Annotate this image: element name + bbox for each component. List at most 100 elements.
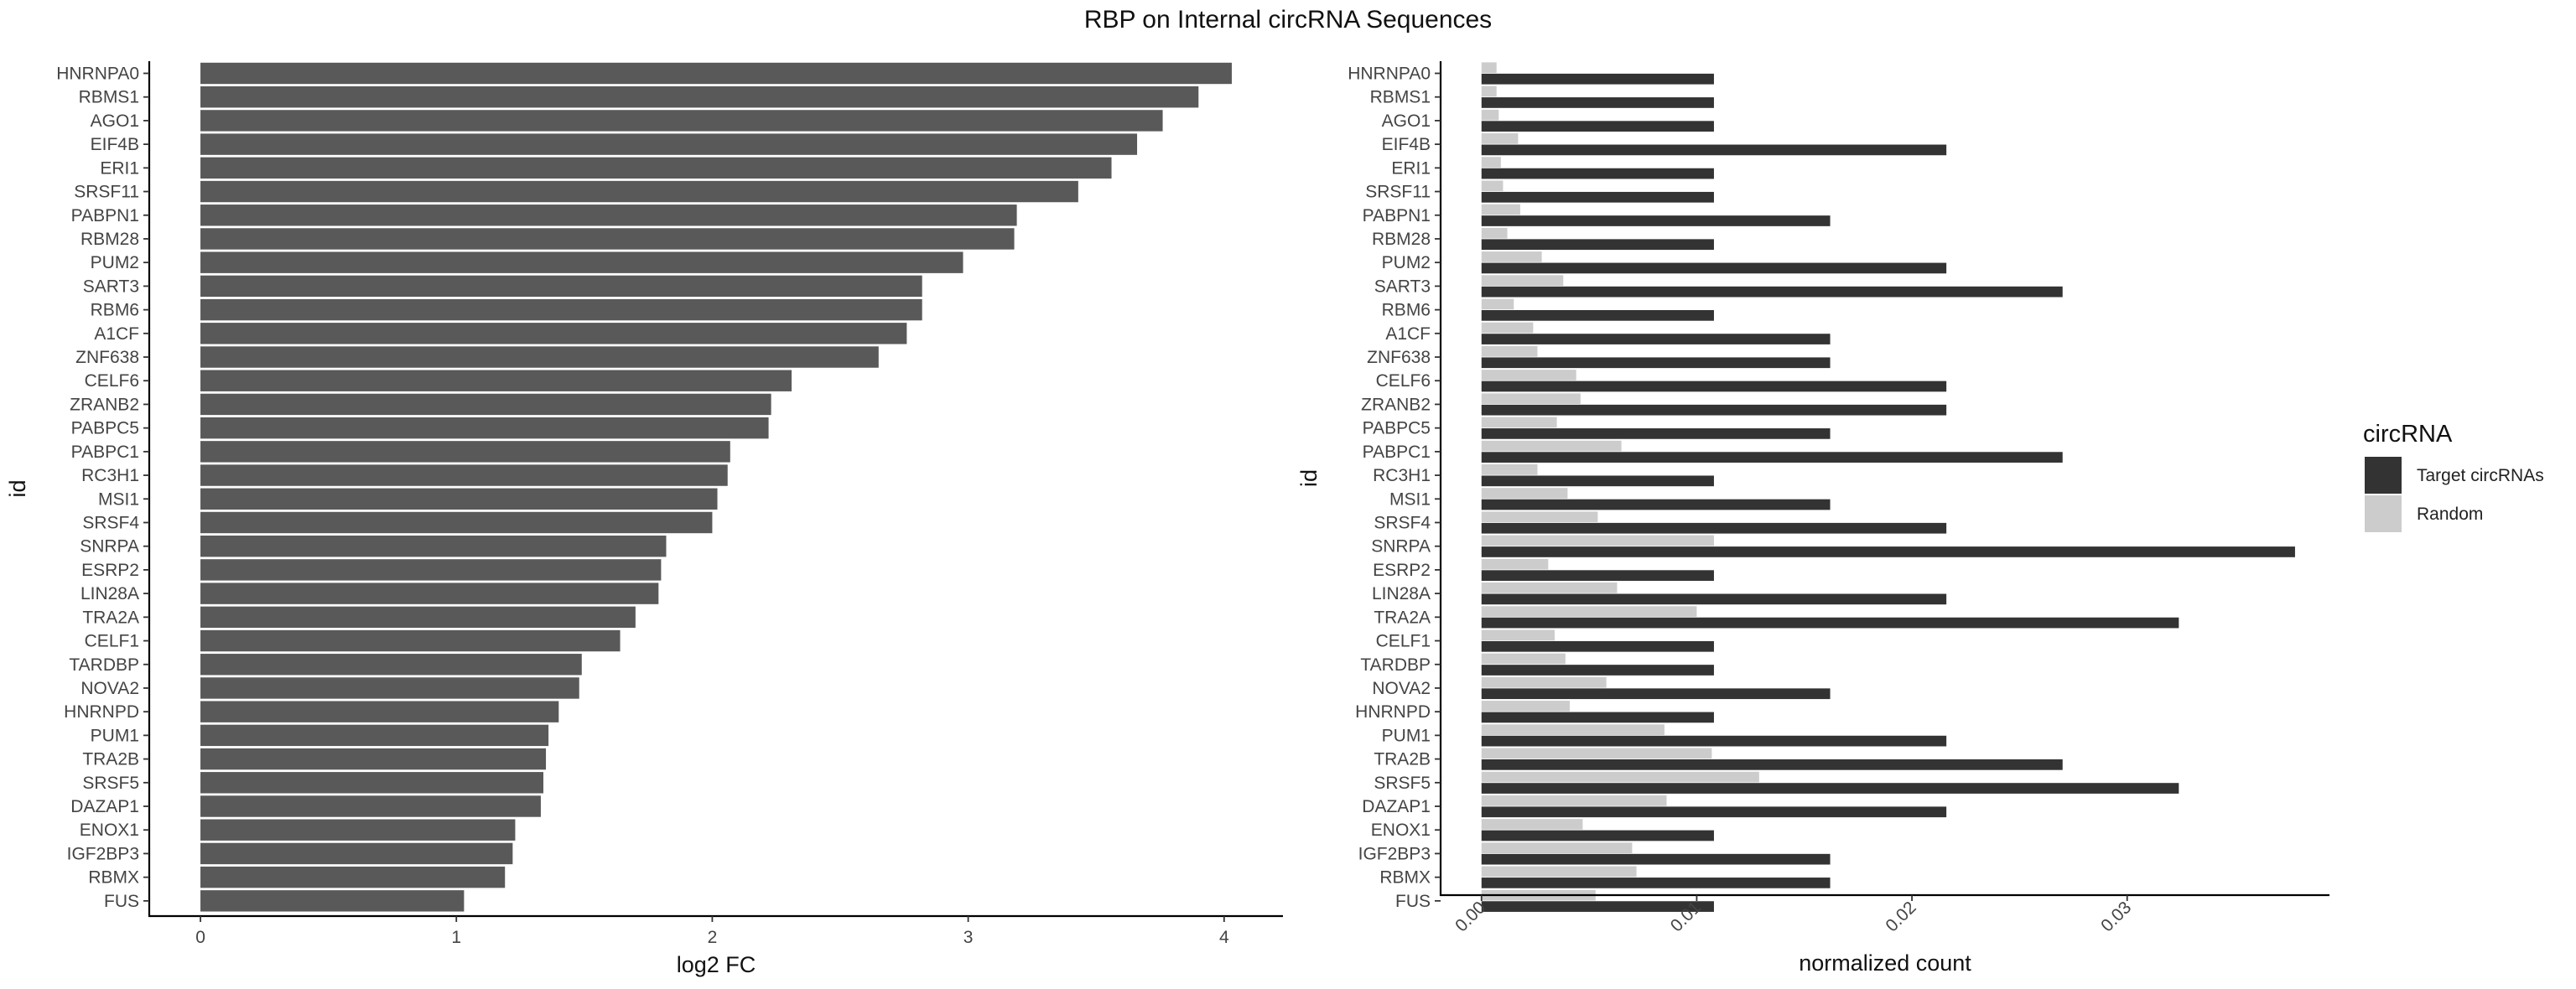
- panel1-y-tick-label-tra2a: TRA2A: [82, 608, 139, 627]
- panel1-bar-tra2b: [200, 748, 547, 770]
- panel1-y-tick-label-srsf4: SRSF4: [82, 513, 139, 532]
- panel2-y-tick-label-sart3: SART3: [1374, 277, 1431, 296]
- panel2-y-tick-label-ago1: AGO1: [1382, 111, 1431, 131]
- panel2-bar-target-pum1: [1481, 735, 1947, 747]
- panel1-bar-rbm6: [200, 298, 922, 321]
- panel1-bar-tardbp: [200, 654, 582, 676]
- panel2-y-tick-label-nova2: NOVA2: [1372, 679, 1431, 698]
- panel1-bar-znf638: [200, 346, 879, 368]
- panel1-bar-eif4b: [200, 133, 1138, 155]
- panel2-y-tick-label-tra2a: TRA2A: [1374, 608, 1431, 627]
- panel2-bar-target-rbm6: [1481, 310, 1714, 321]
- panel1-bar-lin28a: [200, 583, 659, 604]
- panel2-bar-random-igf2bp3: [1481, 842, 1633, 854]
- panel2-bar-target-tardbp: [1481, 665, 1714, 676]
- panel1-bar-msi1: [200, 488, 718, 510]
- panel2-bar-target-esrp2: [1481, 570, 1714, 582]
- panel1-bar-tra2a: [200, 606, 636, 629]
- panel1-y-tick-label-tra2b: TRA2B: [82, 750, 139, 769]
- panel1-y-tick-label-nova2: NOVA2: [80, 679, 139, 698]
- panel2-bar-random-ago1: [1481, 109, 1499, 121]
- panel1-bar-esrp2: [200, 559, 662, 581]
- panel2-bar-target-eif4b: [1481, 144, 1947, 156]
- panel1-bar-fus: [200, 890, 465, 912]
- panel1-y-tick-label-hnrnpa0: HNRNPA0: [56, 65, 139, 84]
- panel2-y-tick-label-rc3h1: RC3H1: [1373, 466, 1431, 485]
- panel2-bar-target-srsf4: [1481, 522, 1947, 534]
- panel1-y-tick-label-pum1: PUM1: [91, 726, 139, 745]
- panel1-y-tick-label-pabpc5: PABPC5: [71, 419, 139, 438]
- panel1-bar-rbm28: [200, 228, 1015, 250]
- panel1-y-tick-label-sart3: SART3: [83, 277, 139, 296]
- panel2-bar-random-esrp2: [1481, 558, 1549, 570]
- panel1-y-tick-label-a1cf: A1CF: [94, 324, 139, 344]
- panel2-y-tick-label-esrp2: ESRP2: [1373, 561, 1431, 580]
- legend-key-random: [2365, 495, 2402, 532]
- panel2-y-tick-label-hnrnpa0: HNRNPA0: [1348, 65, 1431, 84]
- panel2-y-tick-label-celf1: CELF1: [1376, 632, 1431, 651]
- panel1-bar-hnrnpd: [200, 701, 559, 722]
- panel1-y-tick-label-pabpn1: PABPN1: [71, 206, 139, 225]
- panel2-bar-random-msi1: [1481, 488, 1568, 499]
- panel1-bar-zranb2: [200, 393, 771, 416]
- panel2-bar-target-fus: [1481, 901, 1714, 912]
- panel1-y-tick-label-rbm28: RBM28: [80, 230, 139, 249]
- panel2-bar-random-dazap1: [1481, 795, 1667, 806]
- panel2-y-tick-label-rbmx: RBMX: [1379, 868, 1431, 888]
- panel1-y-tick-label-enox1: ENOX1: [80, 821, 139, 840]
- panel2-bar-random-znf638: [1481, 345, 1538, 357]
- panel2-y-tick-label-tra2b: TRA2B: [1374, 750, 1431, 769]
- panel1-y-axis-title: id: [5, 479, 30, 497]
- panel1-y-tick-label-celf1: CELF1: [85, 632, 139, 651]
- panel2-bar-target-a1cf: [1481, 334, 1831, 344]
- panel1-bar-celf1: [200, 629, 621, 652]
- panel2-bar-target-celf1: [1481, 640, 1714, 652]
- panel2-bar-target-rbmx: [1481, 878, 1831, 888]
- panel1-bar-srsf4: [200, 511, 713, 534]
- panel1-bar-pabpc5: [200, 417, 769, 439]
- panel1-x-tick-label-0: 0: [195, 928, 205, 947]
- panel1-bar-snrpa: [200, 536, 667, 557]
- panel2-y-tick-label-pabpc5: PABPC5: [1363, 419, 1431, 438]
- panel2-y-tick-label-dazap1: DAZAP1: [1362, 797, 1431, 816]
- panel1-bar-rc3h1: [200, 464, 728, 486]
- panel1-y-tick-label-esrp2: ESRP2: [81, 561, 139, 580]
- panel2-bar-random-snrpa: [1481, 535, 1714, 546]
- panel1-bar-dazap1: [200, 795, 541, 817]
- panel2-bar-target-enox1: [1481, 830, 1714, 841]
- panel1-y-tick-label-ago1: AGO1: [91, 111, 139, 131]
- panel2-bar-random-pum1: [1481, 724, 1665, 735]
- panel2-y-tick-label-pabpn1: PABPN1: [1363, 206, 1431, 225]
- panel1-y-tick-label-lin28a: LIN28A: [80, 584, 139, 603]
- legend-title: circRNA: [2363, 421, 2453, 448]
- panel2-y-tick-label-pabpc1: PABPC1: [1363, 443, 1431, 462]
- panel2-y-tick-label-srsf4: SRSF4: [1374, 513, 1431, 532]
- panel1-y-tick-label-fus: FUS: [104, 892, 139, 911]
- panel2-bar-random-eri1: [1481, 157, 1501, 168]
- panel2-y-axis-title: id: [1296, 469, 1322, 487]
- panel2-y-tick-label-enox1: ENOX1: [1371, 821, 1431, 840]
- panel2-bar-target-pum2: [1481, 262, 1947, 274]
- legend-label-random: Random: [2417, 505, 2483, 524]
- panel1-bar-srsf5: [200, 772, 543, 794]
- panel1-y-tick-label-dazap1: DAZAP1: [70, 797, 139, 816]
- panel2-y-tick-label-pum1: PUM1: [1382, 726, 1431, 745]
- panel2-bar-random-hnrnpd: [1481, 701, 1570, 712]
- panel2-bar-random-tardbp: [1481, 653, 1566, 665]
- panel2-bar-random-sart3: [1481, 275, 1564, 286]
- panel2-bar-target-tra2a: [1481, 617, 2179, 629]
- panel1-y-tick-label-pum2: PUM2: [91, 253, 139, 272]
- panel1-bar-pabpc1: [200, 441, 730, 463]
- legend-key-target-circrnas: [2365, 457, 2402, 494]
- panel2-bar-random-srsf4: [1481, 511, 1598, 523]
- panel2-bar-target-rbm28: [1481, 239, 1714, 251]
- panel1-y-tick-label-zranb2: ZRANB2: [70, 395, 139, 414]
- panel2-y-tick-label-srsf11: SRSF11: [1365, 183, 1431, 202]
- panel2-y-tick-label-srsf5: SRSF5: [1374, 774, 1431, 793]
- panel2-bar-random-tra2b: [1481, 748, 1712, 759]
- panel1-bar-eri1: [200, 157, 1112, 179]
- panel2-y-tick-label-zranb2: ZRANB2: [1361, 395, 1431, 414]
- panel1-x-tick-label-2: 2: [708, 928, 718, 947]
